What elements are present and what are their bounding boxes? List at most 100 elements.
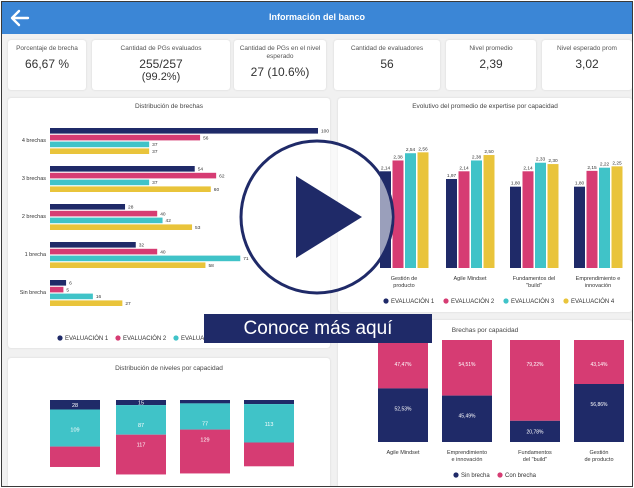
data-label: 37 — [152, 149, 158, 155]
category-label: Agile Mindset — [453, 276, 486, 282]
kpi-value: 3,02 — [575, 57, 599, 71]
data-label: 2,54 — [406, 147, 416, 153]
data-label: 5 — [66, 287, 69, 293]
legend-marker — [503, 298, 509, 304]
kpi-card: Cantidad de PGs en el nivel esperado 27 (… — [234, 40, 326, 90]
stacked-bar-segment — [244, 400, 294, 405]
data-label: 109 — [70, 428, 79, 434]
data-label: 2,25 — [612, 160, 622, 166]
legend-marker — [497, 472, 503, 478]
kpi-value: 2,39 — [479, 57, 503, 71]
data-label: 2,56 — [418, 146, 428, 152]
category-label: Agile Mindset — [386, 450, 419, 456]
legend-label: EVALUACIÓN 2 — [451, 298, 495, 305]
chart-title: Brechas por capacidad — [451, 327, 519, 334]
data-label: 28 — [128, 205, 134, 211]
level-distribution-panel: Distribución de niveles por capacidad 28… — [8, 358, 330, 486]
bar — [522, 171, 534, 268]
data-label: 20,78% — [527, 429, 545, 435]
data-label: 28 — [72, 403, 78, 409]
data-label: 54 — [198, 167, 204, 173]
stacked-bar-segment — [574, 340, 624, 385]
bar — [50, 204, 126, 210]
bar — [50, 293, 93, 300]
bar — [50, 255, 241, 262]
chart-title: Distribución de brechas — [135, 103, 203, 110]
bar — [483, 155, 495, 268]
data-label: 56 — [203, 135, 209, 141]
stacked-bar-segment — [50, 400, 100, 410]
data-label: 32 — [139, 243, 145, 249]
bar — [50, 179, 150, 186]
legend-label: Con brecha — [505, 473, 537, 479]
bar — [535, 162, 546, 268]
data-label: 2,14 — [523, 165, 533, 171]
bar — [586, 170, 598, 268]
legend-label: EVALUACIÓN 3 — [511, 298, 555, 305]
bar — [50, 128, 318, 134]
data-label: 53 — [195, 225, 201, 231]
data-label: 56,86% — [591, 402, 609, 408]
kpi-value: 255/257 — [139, 57, 183, 71]
data-label: 37 — [152, 142, 158, 148]
data-label: 2,38 — [472, 154, 482, 160]
bar — [50, 286, 64, 293]
data-label: 42 — [166, 218, 172, 224]
bar — [471, 160, 482, 268]
bar — [392, 160, 404, 268]
data-label: 2,15 — [587, 165, 597, 171]
data-label: 77 — [202, 421, 208, 427]
data-label: 27 — [125, 301, 131, 307]
kpi-label: Nivel promedio — [469, 45, 513, 52]
stacked-bar-segment — [510, 420, 560, 442]
category-label: del "build" — [523, 457, 547, 463]
kpi-card: Cantidad de PGs evaluados 255/257 (99.2%) — [92, 40, 230, 90]
data-label: 15 — [138, 401, 144, 407]
kpi-label: Porcentaje de brecha — [16, 45, 78, 52]
legend-marker — [57, 335, 63, 341]
category-label: 4 brechas — [22, 138, 46, 144]
chart-title: Distribución de niveles por capacidad — [115, 365, 223, 372]
stacked-bar-segment — [574, 384, 624, 442]
chart-title: Evolutivo del promedio de expertise por … — [412, 103, 558, 110]
legend-marker — [443, 298, 449, 304]
kpi-value: 66,67 % — [24, 57, 70, 71]
stacked-bar-segment — [244, 404, 294, 443]
legend-marker — [563, 298, 569, 304]
arrow-left-icon[interactable] — [8, 6, 32, 30]
stacked-bar-segment — [442, 395, 492, 442]
page-title: Información del banco — [268, 12, 365, 22]
kpi-card: Porcentaje de brecha 66,67 % — [8, 40, 86, 90]
category-label: de producto — [584, 457, 613, 463]
category-label: producto — [393, 283, 414, 289]
category-label: 2 brechas — [22, 214, 46, 220]
legend-label: EVALUACIÓN 3 — [181, 335, 225, 342]
kpi-value: 27 (10.6%) — [250, 65, 310, 79]
kpi-value: 56 — [380, 57, 394, 71]
category-label: innovación — [585, 283, 611, 289]
stacked-bar-segment — [50, 409, 100, 447]
stacked-bar-segment — [116, 434, 166, 475]
data-label: 2,38 — [393, 154, 403, 160]
stacked-bar-segment — [442, 340, 492, 396]
stacked-bar-segment — [510, 340, 560, 421]
kpi-label: Cantidad de PGs evaluados — [120, 45, 202, 52]
bar — [611, 166, 623, 268]
learn-more-button[interactable]: Conoce más aquí — [204, 314, 432, 343]
legend-marker — [115, 335, 121, 341]
stacked-bar-segment — [116, 405, 166, 435]
data-label: 54,51% — [459, 362, 477, 368]
gaps-by-capability-chart: 47,47% 52,53% Agile Mindset 54,51% 45,49% Emp… — [378, 340, 624, 479]
data-label: 6 — [69, 281, 72, 287]
data-label: 129 — [200, 438, 209, 444]
bar — [599, 167, 610, 268]
bar — [510, 186, 521, 268]
data-label: 37 — [152, 180, 158, 186]
category-label: Fundamentos del — [513, 276, 556, 282]
play-icon[interactable] — [238, 138, 396, 296]
category-label: Fundamentos — [518, 450, 552, 456]
data-label: 45,49% — [459, 414, 477, 420]
bar — [50, 141, 150, 148]
bar — [458, 171, 470, 268]
